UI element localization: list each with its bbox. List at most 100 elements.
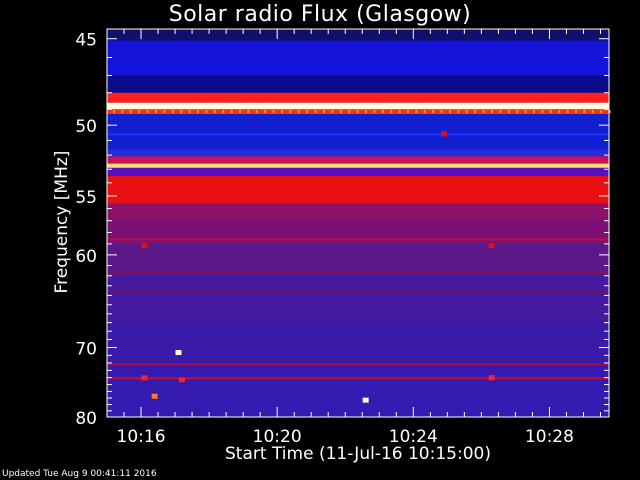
emission-line (107, 363, 609, 366)
burst-spot (488, 243, 495, 249)
interference-tick (583, 110, 586, 114)
spectral-band (107, 40, 609, 76)
interference-tick (230, 110, 233, 114)
y-tick-label: 60 (75, 247, 97, 267)
interference-tick (163, 110, 166, 114)
spectral-band (107, 29, 609, 41)
interference-tick (558, 110, 561, 114)
interference-tick (129, 110, 132, 114)
interference-tick (289, 110, 292, 114)
x-axis-label: Start Time (11-Jul-16 10:15:00) (225, 444, 491, 464)
x-tick-label: 10:20 (253, 427, 302, 447)
burst-spot (151, 393, 158, 399)
spectral-band (107, 92, 609, 103)
interference-tick (432, 110, 435, 114)
interference-tick (507, 110, 510, 114)
interference-tick (281, 110, 283, 114)
interference-tick (482, 110, 485, 114)
x-tick-label: 10:28 (525, 427, 574, 447)
interference-tick (264, 110, 267, 114)
interference-tick (188, 110, 191, 114)
spectral-band (107, 114, 609, 150)
interference-tick (533, 110, 535, 114)
interference-tick (323, 110, 325, 114)
emission-line (107, 377, 609, 380)
interference-tick (516, 110, 519, 114)
interference-tick (381, 110, 384, 114)
y-axis-label: Frequency [MHz] (52, 150, 72, 294)
y-tick-label: 70 (75, 340, 97, 360)
interference-tick (113, 110, 115, 114)
interference-tick (222, 110, 225, 114)
burst-spot (175, 350, 182, 356)
interference-tick (524, 110, 527, 114)
interference-tick (390, 110, 393, 114)
emission-line (107, 238, 609, 241)
interference-tick (171, 110, 174, 114)
interference-tick (491, 110, 493, 114)
interference-tick (213, 110, 216, 114)
interference-tick (474, 110, 477, 114)
burst-spot (178, 377, 185, 383)
interference-tick (146, 110, 149, 114)
spectral-band (107, 275, 609, 323)
burst-spot (488, 375, 495, 381)
interference-tick (306, 110, 309, 114)
interference-tick (205, 110, 208, 114)
interference-tick (541, 110, 544, 114)
burst-spot (141, 243, 148, 249)
interference-tick (575, 110, 577, 114)
interference-tick (373, 110, 376, 114)
spectral-band (107, 203, 609, 221)
interference-tick (180, 110, 183, 114)
spectral-band (107, 75, 609, 93)
spectral-band (107, 167, 609, 177)
y-tick-label: 80 (75, 409, 97, 429)
chart-title: Solar radio Flux (Glasgow) (168, 2, 472, 27)
interference-tick (398, 110, 401, 114)
interference-tick (457, 110, 460, 114)
interference-tick (415, 110, 418, 114)
interference-tick (549, 110, 552, 114)
x-tick-label: 10:16 (117, 427, 166, 447)
interference-tick (348, 110, 351, 114)
burst-spot (141, 375, 148, 381)
emission-line (107, 133, 609, 136)
interference-tick (297, 110, 300, 114)
interference-tick (255, 110, 258, 114)
interference-tick (331, 110, 334, 114)
interference-tick (155, 110, 157, 114)
y-tick-label: 45 (75, 31, 97, 51)
interference-tick (138, 110, 141, 114)
interference-tick (407, 110, 409, 114)
emission-line (107, 290, 609, 293)
spectral-band (107, 176, 609, 204)
spectral-band (107, 243, 609, 276)
spectral-band (107, 102, 609, 110)
y-tick-label: 50 (75, 117, 97, 137)
interference-tick (566, 110, 569, 114)
burst-spot (440, 131, 447, 137)
interference-tick (600, 110, 603, 114)
interference-tick (365, 110, 367, 114)
interference-tick (449, 110, 451, 114)
spectral-band (107, 156, 609, 164)
spectral-band (107, 149, 609, 157)
interference-tick (440, 110, 443, 114)
spectral-band (107, 220, 609, 244)
interference-tick (272, 110, 275, 114)
plot-frame (106, 28, 610, 418)
interference-tick (499, 110, 502, 114)
interference-tick (197, 110, 199, 114)
interference-tick (314, 110, 317, 114)
interference-tick (356, 110, 359, 114)
interference-tick (608, 110, 611, 114)
spectral-band (107, 362, 609, 417)
spectral-band (107, 163, 609, 168)
spectral-band (107, 322, 609, 363)
burst-spot (362, 397, 369, 403)
x-tick-label: 10:24 (389, 427, 438, 447)
emission-line (107, 271, 609, 274)
interference-tick (247, 110, 250, 114)
